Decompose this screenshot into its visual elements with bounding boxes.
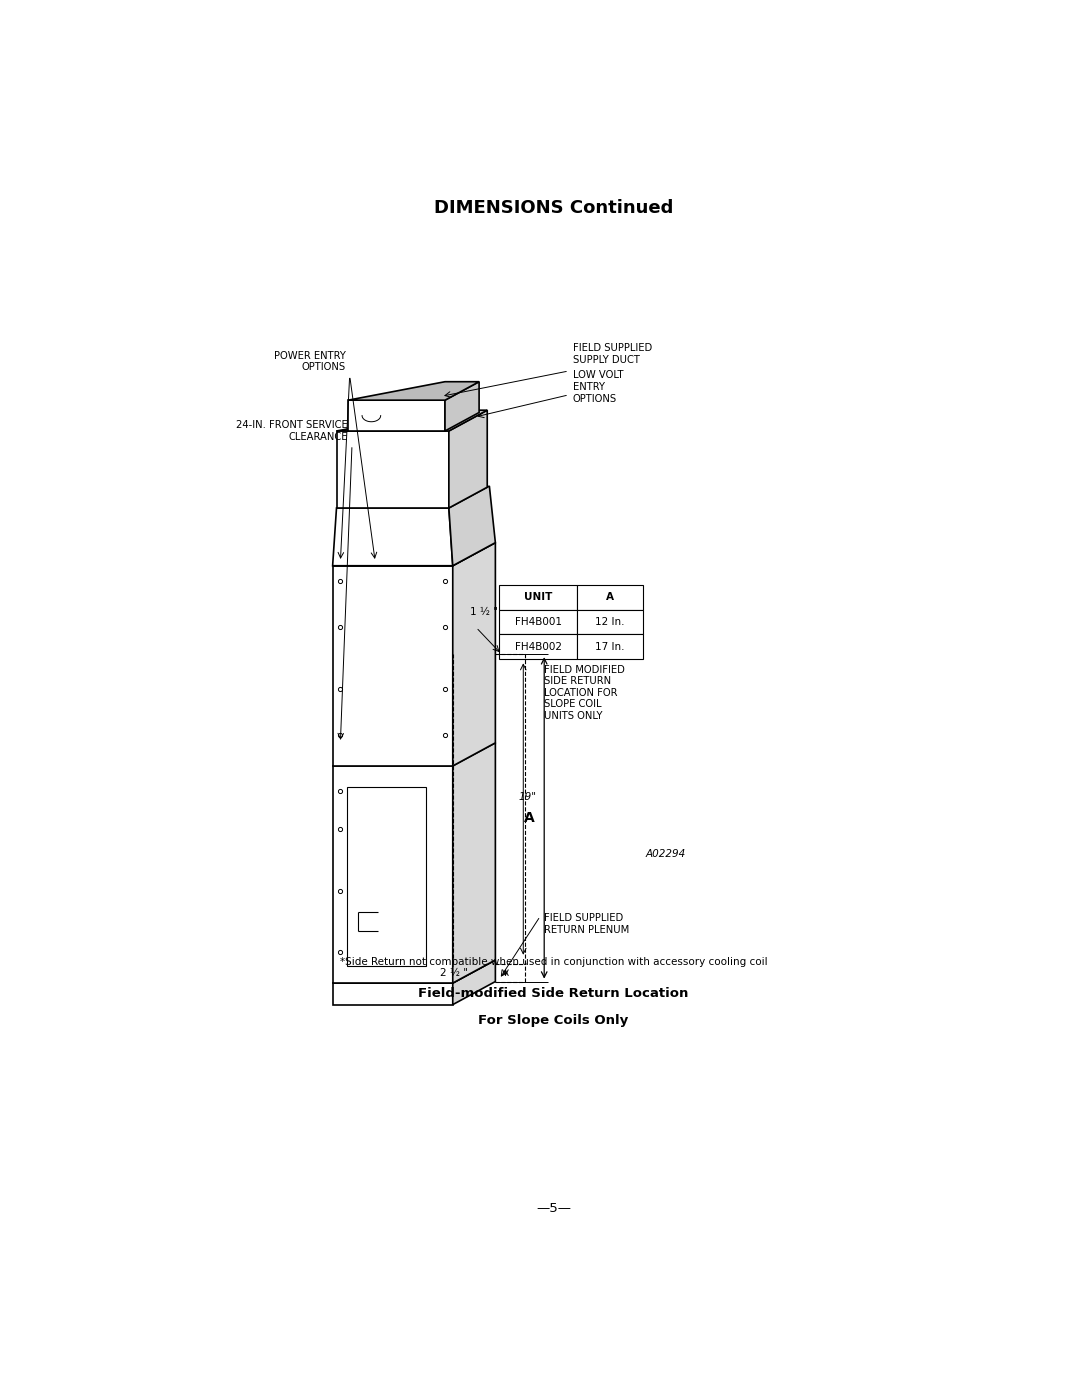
Polygon shape [453,960,496,1004]
Polygon shape [348,381,480,400]
Polygon shape [449,411,487,509]
Text: 19": 19" [518,792,537,802]
Polygon shape [333,766,453,983]
Bar [499,634,577,659]
Polygon shape [453,542,496,766]
Polygon shape [337,432,449,509]
Text: A02294: A02294 [646,849,686,859]
Polygon shape [333,509,453,566]
Polygon shape [449,486,496,566]
Polygon shape [337,411,487,432]
Polygon shape [333,960,496,983]
Text: —5—: —5— [536,1203,571,1215]
Text: FIELD SUPPLIED
RETURN PLENUM: FIELD SUPPLIED RETURN PLENUM [544,914,630,935]
Bar [577,634,643,659]
Text: 2 ½ ": 2 ½ " [441,968,469,978]
Text: FIELD MODIFIED
SIDE RETURN
LOCATION FOR
SLOPE COIL
UNITS ONLY: FIELD MODIFIED SIDE RETURN LOCATION FOR … [544,665,625,721]
Polygon shape [445,381,480,432]
Text: 12 In.: 12 In. [595,617,624,627]
Text: FIELD SUPPLIED
SUPPLY DUCT: FIELD SUPPLIED SUPPLY DUCT [572,344,652,365]
Polygon shape [333,983,453,1004]
Polygon shape [333,566,453,766]
Text: *Side Return not compatible when used in conjunction with accessory cooling coil: *Side Return not compatible when used in… [340,957,767,967]
Text: 17 In.: 17 In. [595,641,624,651]
Bar [499,585,577,609]
Bar [499,609,577,634]
Polygon shape [347,788,426,967]
Polygon shape [453,743,496,983]
Text: For Slope Coils Only: For Slope Coils Only [478,1014,629,1027]
Polygon shape [333,542,496,566]
Text: POWER ENTRY
OPTIONS: POWER ENTRY OPTIONS [274,351,346,373]
Text: 24-IN. FRONT SERVICE
CLEARANCE: 24-IN. FRONT SERVICE CLEARANCE [237,420,348,441]
Text: FH4B002: FH4B002 [514,641,562,651]
Text: LOW VOLT
ENTRY
OPTIONS: LOW VOLT ENTRY OPTIONS [572,370,623,404]
Bar [577,585,643,609]
Text: 1 ½ ": 1 ½ " [470,608,498,617]
Text: UNIT: UNIT [524,592,552,602]
Text: DIMENSIONS Continued: DIMENSIONS Continued [434,198,673,217]
Text: FH4B001: FH4B001 [514,617,562,627]
Text: A: A [606,592,613,602]
Text: A: A [524,810,535,824]
Text: Field-modified Side Return Location: Field-modified Side Return Location [418,986,689,1000]
Bar [577,609,643,634]
Polygon shape [348,400,445,432]
